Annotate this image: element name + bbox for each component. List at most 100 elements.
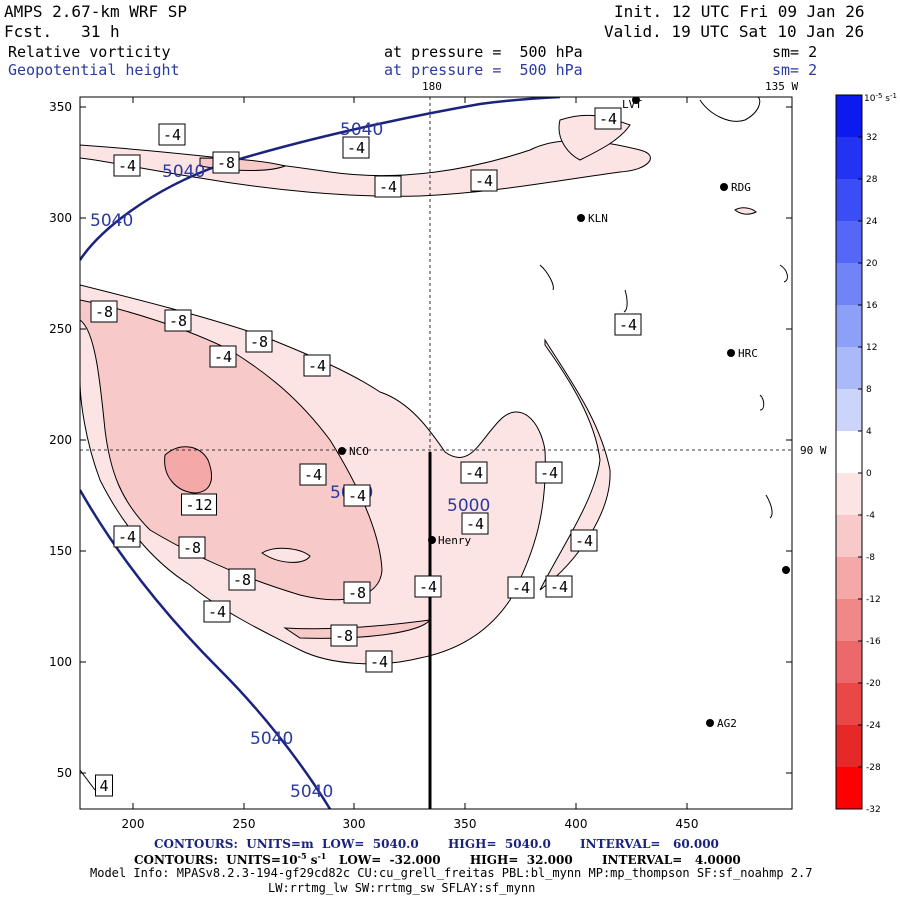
vort-label: -12 <box>181 493 217 516</box>
station-lvt <box>632 97 640 104</box>
vort-label: -4 <box>343 484 371 507</box>
vort-label-text: -8 <box>335 627 353 645</box>
vort-label-text: -4 <box>419 578 437 596</box>
vort-label-text: -4 <box>465 464 483 482</box>
contour-info-vorticity: CONTOURS: UNITS=10-5 s-1 LOW= -32.000 HI… <box>134 852 741 866</box>
vort-label: -4 <box>461 512 489 535</box>
station-rdg <box>720 183 728 191</box>
vort-label-text: -4 <box>118 157 136 175</box>
station-kln <box>577 214 585 222</box>
station-east <box>782 566 790 574</box>
vort-label: -4 <box>113 154 141 177</box>
vort-label-text: -4 <box>379 178 397 196</box>
colorbar-swatch <box>836 137 862 179</box>
vort-label-text: -4 <box>512 579 530 597</box>
colorbar-swatch <box>836 641 862 683</box>
plot-area: RDG KLN HRC NCO Henry AG2 LVT 5040 5040 … <box>80 97 792 809</box>
vort-label-text: -4 <box>370 653 388 671</box>
colorbar-swatch <box>836 515 862 557</box>
y-axis: 350 300 250 200 150 100 50 <box>49 100 792 780</box>
smooth-height: sm= 2 <box>772 61 818 79</box>
vort-label-text: -4 <box>347 139 365 157</box>
height-label: 5040 <box>90 211 133 231</box>
colorbar-label: 4 <box>866 427 872 437</box>
station-henry <box>428 536 436 544</box>
y-tick-label: 50 <box>57 766 72 780</box>
vort-label: -4 <box>374 175 402 198</box>
colorbar-label: 8 <box>866 385 872 395</box>
colorbar-swatch <box>836 683 862 725</box>
station-label-henry: Henry <box>438 534 471 547</box>
smooth-vorticity: sm= 2 <box>772 43 818 61</box>
colorbar-label: -32 <box>866 805 881 815</box>
colorbar-label: 24 <box>866 217 878 227</box>
x-tick-label: 450 <box>676 817 699 831</box>
vort-label: -4 <box>594 107 622 130</box>
vort-label: -4 <box>614 313 642 336</box>
init-time: Init. 12 UTC Fri 09 Jan 26 <box>614 2 865 21</box>
station-label-lvt: LVT <box>622 98 642 111</box>
vort-label: -4 <box>365 650 393 673</box>
vort-label-text: -4 <box>575 532 593 550</box>
colorbar-swatch <box>836 389 862 431</box>
vort-label-text: -8 <box>183 539 201 557</box>
vort-label-text: -4 <box>208 603 226 621</box>
vort-label: -4 <box>460 461 488 484</box>
colorbar-label: 12 <box>866 343 877 353</box>
contour-units-exp: -5 <box>297 851 307 861</box>
vort-label-text: -8 <box>348 584 366 602</box>
vort-label-text: -4 <box>619 316 637 334</box>
contour-info-height: CONTOURS: UNITS=m LOW= 5040.0 HIGH= 5040… <box>154 837 719 851</box>
field-vorticity: Relative vorticity <box>8 43 171 61</box>
vort-label-text: -8 <box>169 312 187 330</box>
height-contour-5040-top <box>80 97 561 261</box>
vort-label: -4 <box>545 575 573 598</box>
station-label-hrc: HRC <box>738 347 758 360</box>
vort-label-text: -8 <box>233 571 251 589</box>
station-hrc <box>727 349 735 357</box>
model-title: AMPS 2.67-km WRF SP <box>4 2 188 21</box>
vort-label-text: -4 <box>475 172 493 190</box>
vort-label-text: -4 <box>466 515 484 533</box>
station-label-kln: KLN <box>588 212 608 225</box>
model-info: Model Info: MPASv8.2.3-194-gf29cd82c CU:… <box>90 866 813 880</box>
colorbar: 32 28 24 20 16 12 8 4 0 -4 -8 -12 -16 -20 -24 -28 -32 10-… <box>835 92 897 815</box>
y-tick-label: 100 <box>49 655 72 669</box>
colorbar-label: -8 <box>866 553 875 563</box>
height-label: 5040 <box>162 162 205 182</box>
colorbar-swatch <box>836 179 862 221</box>
lon-label-90w: 90 W <box>800 444 827 457</box>
colorbar-swatch <box>836 347 862 389</box>
vort-label: -4 <box>470 169 498 192</box>
vort-label: -4 <box>203 600 231 623</box>
colorbar-units: 10-5 s-1 <box>864 92 897 104</box>
valid-time: Valid. 19 UTC Sat 10 Jan 26 <box>604 22 865 41</box>
colorbar-label: -24 <box>866 721 881 731</box>
vort-label-text: -4 <box>308 357 326 375</box>
field-height: Geopotential height <box>8 61 180 79</box>
colorbar-label: -4 <box>866 511 875 521</box>
vort-label: 4 <box>95 774 113 797</box>
colorbar-label: -20 <box>866 679 881 689</box>
vort-label-text: -4 <box>163 126 181 144</box>
vort-label-text: 4 <box>99 777 108 795</box>
colorbar-swatch <box>836 557 862 599</box>
x-tick-label: 250 <box>233 817 256 831</box>
contour-units-c: LOW= -32.000 HIGH= 32.000 INTERVAL= 4.00… <box>326 853 741 867</box>
vort-label-text: -12 <box>185 496 212 514</box>
contour-units-b: s <box>306 853 318 867</box>
model-info-2: LW:rrtmg_lw SW:rrtmg_sw SFLAY:sf_mynn <box>268 881 536 895</box>
y-tick-label: 200 <box>49 433 72 447</box>
station-label-ag2: AG2 <box>717 717 737 730</box>
vort-label: -8 <box>212 151 240 174</box>
forecast-hour: Fcst. 31 h <box>4 22 120 41</box>
height-contour-5040-bottom <box>80 489 332 809</box>
vort-hole <box>261 547 311 563</box>
vort-label: -4 <box>299 463 327 486</box>
vort-band-upper <box>80 140 651 197</box>
lon-label-135w: 135 W <box>765 80 798 93</box>
colorbar-swatch <box>836 473 862 515</box>
y-tick-label: 350 <box>49 100 72 114</box>
contour-units-a: CONTOURS: UNITS=10 <box>134 853 298 867</box>
colorbar-frame <box>835 94 863 810</box>
